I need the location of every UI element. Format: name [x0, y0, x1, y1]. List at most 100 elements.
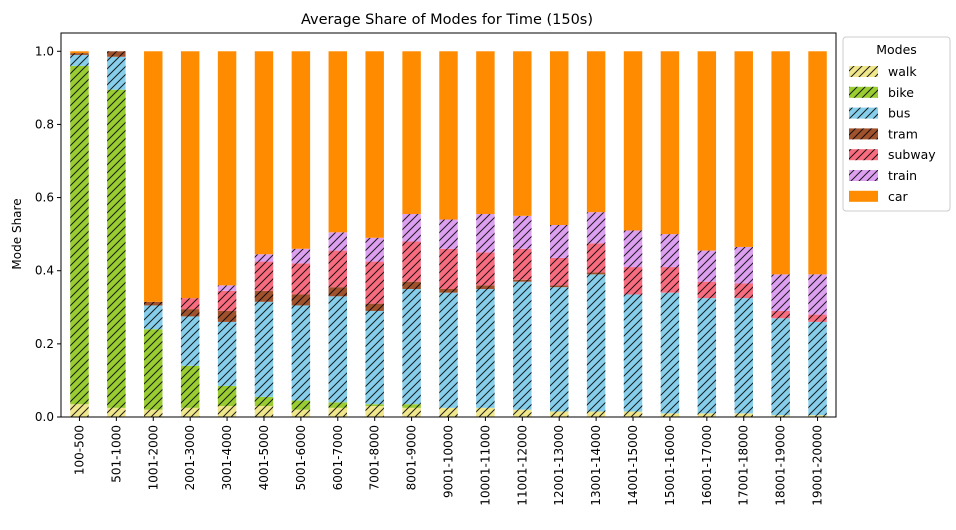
bar-car-11001-12000 [513, 51, 532, 216]
bar-hatch-walk-15001-16000 [660, 413, 680, 417]
bar-hatch-tram-3001-4000 [217, 310, 237, 322]
legend-swatch-car [849, 190, 878, 202]
x-tick-label: 8001-9000 [405, 425, 419, 490]
legend: Modes walk bike bus tram subway train car [842, 36, 951, 212]
x-tick-label: 10001-11000 [478, 425, 492, 506]
bar-hatch-bike-7001-8000 [365, 404, 384, 407]
bar-car-19001-20000 [808, 51, 827, 275]
bar-hatch-walk-17001-18000 [734, 413, 753, 417]
y-tick-label: 0.4 [35, 264, 54, 278]
bar-hatch-walk-100-500 [70, 404, 89, 417]
bar-hatch-walk-501-1000 [107, 407, 126, 417]
bar-hatch-train-13001-14000 [586, 212, 606, 244]
x-tick-label: 11001-12000 [515, 425, 529, 506]
bar-car-10001-11000 [476, 51, 495, 215]
x-tick-label: 1001-2000 [146, 425, 160, 490]
bar-car-4001-5000 [254, 51, 274, 255]
x-tick-label: 9001-10000 [442, 425, 456, 498]
bar-hatch-tram-6001-7000 [328, 287, 348, 297]
bar-hatch-train-12001-13000 [549, 225, 569, 258]
bar-hatch-tram-1001-2000 [144, 301, 163, 306]
bar-hatch-tram-5001-6000 [291, 294, 311, 306]
bar-car-3001-4000 [217, 51, 237, 286]
legend-swatch-hatch-walk [849, 66, 878, 77]
x-tick-label: 501-1000 [109, 425, 123, 483]
bar-hatch-bus-501-1000 [107, 56, 126, 90]
bar-car-15001-16000 [660, 51, 680, 235]
y-tick-label: 0.2 [35, 337, 54, 351]
bar-car-8001-9000 [402, 51, 421, 215]
x-tick-label: 5001-6000 [294, 425, 308, 490]
bar-hatch-train-18001-19000 [771, 274, 790, 311]
x-tick-label: 12001-13000 [552, 425, 566, 506]
bar-hatch-bus-4001-5000 [254, 301, 274, 397]
y-tick-label: 1.0 [35, 44, 54, 58]
bar-car-12001-13000 [549, 51, 569, 226]
bar-hatch-walk-11001-12000 [513, 409, 532, 417]
bar-hatch-subway-4001-5000 [254, 261, 274, 291]
bar-hatch-train-8001-9000 [402, 214, 421, 242]
bar-hatch-train-3001-4000 [217, 285, 237, 291]
bar-hatch-train-17001-18000 [734, 246, 753, 284]
x-tick-label: 19001-20000 [811, 425, 825, 506]
bar-hatch-walk-1001-2000 [144, 409, 163, 417]
x-tick-label: 2001-3000 [183, 425, 197, 490]
chart-title: Average Share of Modes for Time (150s) [301, 12, 593, 28]
bar-hatch-bike-6001-7000 [328, 402, 348, 408]
bar-hatch-bike-8001-9000 [402, 404, 421, 408]
x-tick-label: 18001-19000 [774, 425, 788, 506]
bar-car-17001-18000 [734, 51, 753, 247]
bar-hatch-bus-18001-19000 [771, 318, 790, 416]
bar-hatch-bike-3001-4000 [217, 385, 237, 407]
y-tick-label: 0.0 [35, 410, 54, 424]
bar-hatch-walk-9001-10000 [439, 407, 458, 417]
bar-hatch-train-4001-5000 [254, 254, 274, 262]
plot-area: 0.0 0.2 0.4 0.6 0.8 1.0 100-500 501-1000 1001-20… [35, 32, 837, 506]
bar-hatch-bike-4001-5000 [254, 396, 274, 407]
bar-hatch-train-9001-10000 [439, 219, 458, 249]
bar-hatch-bike-1001-2000 [144, 329, 163, 410]
legend-label-walk: walk [888, 64, 917, 79]
bar-hatch-bus-5001-6000 [291, 305, 311, 401]
legend-label-car: car [888, 189, 909, 204]
bar-hatch-tram-7001-8000 [365, 303, 384, 311]
bar-hatch-train-15001-16000 [660, 234, 680, 268]
bar-car-6001-7000 [328, 51, 348, 233]
bar-hatch-walk-2001-3000 [180, 407, 200, 417]
bar-hatch-subway-15001-16000 [660, 267, 680, 293]
x-tick-label: 100-500 [72, 425, 86, 475]
x-tick-label: 13001-14000 [589, 425, 603, 506]
bar-hatch-bus-6001-7000 [328, 296, 348, 403]
bar-car-9001-10000 [439, 51, 458, 220]
bar-hatch-bus-9001-10000 [439, 292, 458, 408]
bar-hatch-tram-12001-13000 [549, 285, 569, 288]
bar-hatch-walk-5001-6000 [291, 409, 311, 417]
bar-hatch-subway-9001-10000 [439, 248, 458, 289]
bar-hatch-bus-10001-11000 [476, 289, 495, 408]
bar-hatch-subway-14001-15000 [623, 267, 643, 295]
y-axis-label: Mode Share [10, 198, 24, 269]
bar-hatch-tram-11001-12000 [513, 279, 532, 282]
bar-hatch-bus-100-500 [70, 54, 89, 66]
bar-hatch-subway-19001-20000 [808, 314, 827, 322]
bar-hatch-subway-18001-19000 [771, 310, 790, 319]
bar-hatch-train-14001-15000 [623, 230, 643, 268]
bar-hatch-bus-7001-8000 [365, 310, 384, 405]
legend-label-bus: bus [888, 106, 910, 121]
legend-swatch-hatch-bike [849, 86, 878, 98]
bar-car-7001-8000 [365, 51, 384, 238]
bar-hatch-tram-4001-5000 [254, 290, 274, 302]
bar-hatch-walk-3001-4000 [217, 406, 237, 417]
bar-hatch-bike-2001-3000 [180, 365, 200, 408]
bar-hatch-bus-8001-9000 [402, 289, 421, 405]
bar-hatch-subway-8001-9000 [402, 241, 421, 282]
bar-hatch-train-11001-12000 [513, 215, 532, 249]
bar-hatch-bus-14001-15000 [623, 294, 643, 412]
x-tick-label: 15001-16000 [663, 425, 677, 506]
bar-hatch-subway-5001-6000 [291, 263, 311, 295]
bar-hatch-train-16001-17000 [697, 250, 717, 282]
bar-hatch-tram-8001-9000 [402, 281, 421, 289]
bar-hatch-walk-4001-5000 [254, 406, 274, 417]
legend-swatch-hatch-subway [849, 149, 878, 161]
